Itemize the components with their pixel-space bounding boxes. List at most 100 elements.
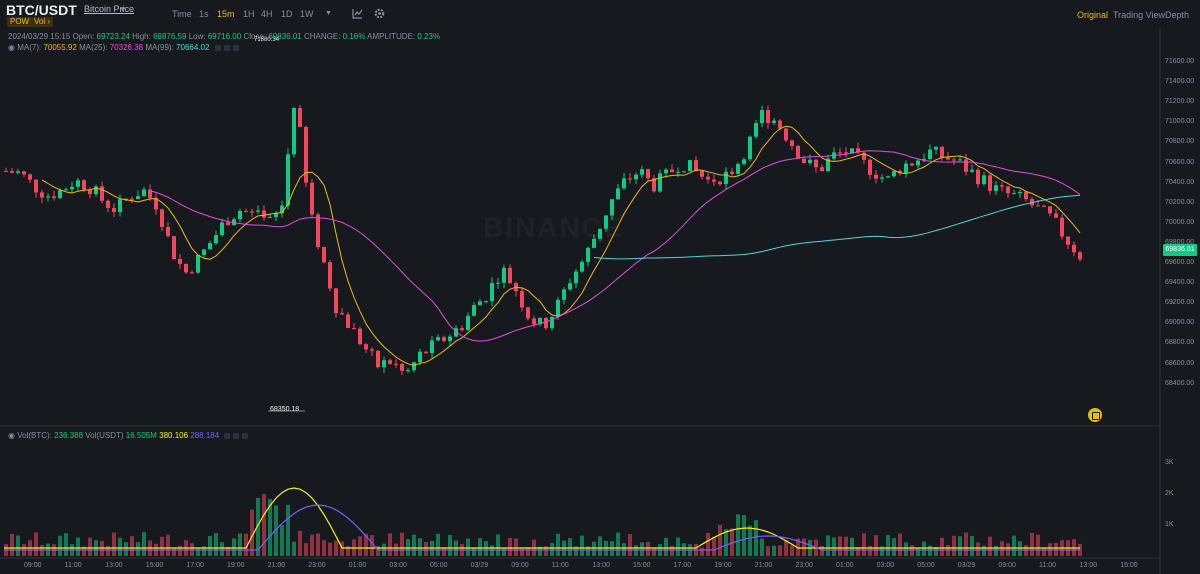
candle-body bbox=[880, 177, 884, 179]
candle-body bbox=[40, 192, 44, 198]
ma-hide-icon[interactable] bbox=[223, 44, 230, 51]
vol-settings-icon[interactable] bbox=[224, 432, 231, 439]
eye-icon-vol[interactable]: ◉ bbox=[8, 431, 15, 440]
tab-time[interactable]: Time bbox=[172, 9, 192, 19]
candle-body bbox=[718, 181, 722, 185]
pair-title[interactable]: BTC/USDT bbox=[6, 2, 77, 18]
candle-body bbox=[280, 205, 284, 214]
time-tick-label: 13:00 bbox=[105, 562, 123, 569]
volume-bar bbox=[754, 520, 758, 556]
view-tradingview[interactable]: Trading View bbox=[1113, 10, 1166, 20]
candle-body bbox=[694, 160, 698, 172]
time-tick-label: 09:00 bbox=[24, 562, 42, 569]
volume-bar bbox=[868, 545, 872, 556]
candle-body bbox=[964, 159, 968, 172]
volume-bar bbox=[1012, 535, 1016, 556]
candle-body bbox=[136, 196, 140, 200]
volume-bar bbox=[322, 540, 326, 556]
candle-body bbox=[808, 159, 812, 164]
candle-body bbox=[586, 247, 590, 263]
candle-body bbox=[100, 186, 104, 201]
vol-hide-icon[interactable] bbox=[233, 432, 240, 439]
candle-body bbox=[820, 167, 824, 172]
pair-subtitle-link[interactable]: Bitcoin Price bbox=[84, 4, 135, 14]
time-tick-label: 17:00 bbox=[186, 562, 204, 569]
volume-bar bbox=[1042, 547, 1046, 556]
ma99-value: 70664.02 bbox=[176, 43, 210, 52]
volume-bar bbox=[922, 541, 926, 556]
settings-icon[interactable] bbox=[374, 8, 385, 19]
candle-body bbox=[4, 170, 8, 172]
time-tick-label: 09:00 bbox=[998, 562, 1016, 569]
volume-bar bbox=[436, 533, 440, 556]
candle-body bbox=[316, 214, 320, 248]
candle-body bbox=[1066, 236, 1070, 245]
candle-body bbox=[160, 209, 164, 227]
volume-bar bbox=[994, 545, 998, 556]
vol-badge[interactable]: Vol › bbox=[31, 17, 54, 27]
volume-bar bbox=[958, 536, 962, 556]
candle-body bbox=[118, 199, 122, 213]
volume-bar bbox=[334, 540, 338, 556]
tab-1d[interactable]: 1D bbox=[281, 9, 293, 19]
pow-badge[interactable]: POW bbox=[7, 17, 33, 27]
candle-body bbox=[346, 314, 350, 329]
volume-bar bbox=[172, 547, 176, 556]
volume-bar bbox=[898, 533, 902, 556]
candle-body bbox=[760, 110, 764, 124]
candle-body bbox=[1000, 185, 1004, 187]
vol-close-icon[interactable] bbox=[242, 432, 249, 439]
timeframe-dropdown-icon[interactable]: ▼ bbox=[325, 10, 332, 17]
candle-body bbox=[214, 235, 218, 244]
tab-1h[interactable]: 1H bbox=[243, 9, 255, 19]
volume-bar bbox=[112, 532, 116, 556]
candle-body bbox=[1018, 191, 1022, 194]
volume-bar bbox=[760, 538, 764, 556]
candle-body bbox=[430, 340, 434, 354]
candle-body bbox=[508, 267, 512, 284]
volume-bar bbox=[118, 537, 122, 556]
candle-body bbox=[1042, 205, 1046, 207]
candle-body bbox=[904, 163, 908, 174]
volume-bar bbox=[238, 533, 242, 556]
vol-usdt-label: Vol(USDT) bbox=[85, 431, 124, 440]
eye-icon[interactable]: ◉ bbox=[8, 43, 15, 52]
tab-1w[interactable]: 1W bbox=[300, 9, 314, 19]
candle-body bbox=[400, 363, 404, 371]
time-tick-label: 19:00 bbox=[714, 562, 732, 569]
tab-15m[interactable]: 15m bbox=[217, 9, 235, 19]
highest-price-marker: 71880.34 bbox=[254, 37, 280, 43]
candle-body bbox=[664, 169, 668, 174]
tab-4h[interactable]: 4H bbox=[261, 9, 273, 19]
ma25-label: MA(25): bbox=[79, 43, 108, 52]
ma-settings-icon[interactable] bbox=[214, 44, 221, 51]
volume-bar bbox=[250, 509, 254, 556]
candle-body bbox=[388, 360, 392, 364]
candle-body bbox=[256, 210, 260, 212]
volume-bar bbox=[208, 535, 212, 556]
volume-bar bbox=[778, 545, 782, 556]
indicator-icon[interactable] bbox=[352, 8, 363, 19]
scroll-to-latest-icon[interactable] bbox=[1088, 408, 1102, 422]
candle-body bbox=[622, 178, 626, 189]
candle-body bbox=[646, 169, 650, 179]
volume-bar bbox=[766, 546, 770, 556]
price-tick-label: 69200.00 bbox=[1165, 299, 1195, 307]
view-depth[interactable]: Depth bbox=[1165, 10, 1190, 20]
tab-1s[interactable]: 1s bbox=[199, 9, 209, 19]
high-label: High: bbox=[132, 32, 151, 41]
candle-body bbox=[154, 197, 158, 210]
ohlc-date: 2024/03/29 15:15 bbox=[8, 32, 71, 41]
candle-body bbox=[784, 128, 788, 141]
candle-body bbox=[466, 315, 470, 330]
price-tick-label: 68400.00 bbox=[1165, 379, 1195, 387]
candle-body bbox=[538, 317, 542, 325]
volume-bar bbox=[616, 532, 620, 556]
volume-bar bbox=[772, 545, 776, 556]
view-original[interactable]: Original bbox=[1077, 10, 1109, 20]
ma-close-icon[interactable] bbox=[232, 44, 239, 51]
pair-dropdown-icon[interactable]: ▼ bbox=[119, 5, 127, 14]
volume-bar bbox=[106, 545, 110, 556]
volume-bar bbox=[424, 541, 428, 556]
